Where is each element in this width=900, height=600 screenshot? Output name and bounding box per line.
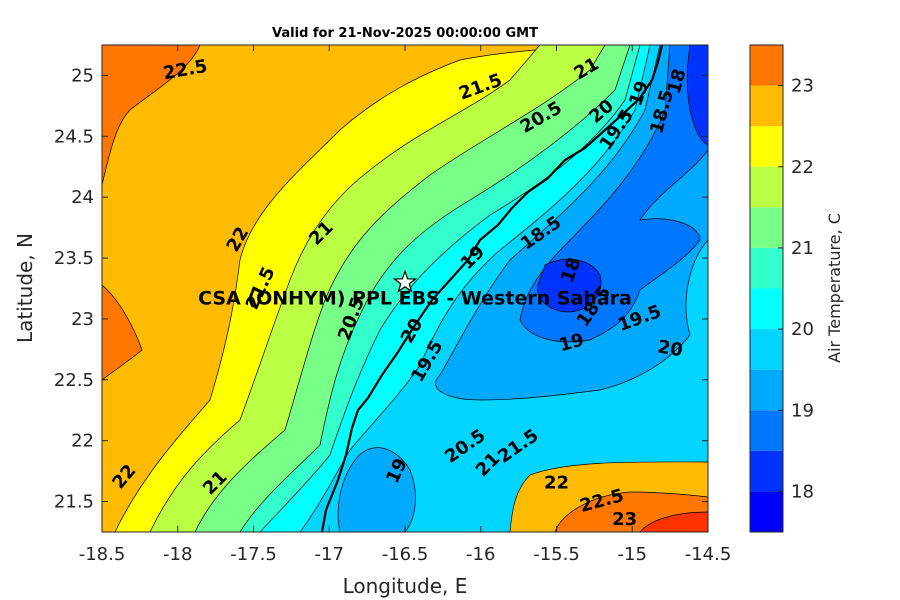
colorbar-swatch: [750, 369, 783, 411]
colorbar-frame: [749, 44, 784, 533]
y-tick-label: 23.5: [54, 248, 94, 269]
x-axis-label: Longitude, E: [343, 574, 468, 598]
colorbar-swatch: [750, 247, 783, 289]
colorbar-swatch: [750, 126, 783, 167]
colorbar-swatch: [750, 410, 783, 451]
colorbar-tick-label: 19: [791, 400, 814, 421]
contour-label: 22: [544, 472, 569, 493]
x-tick-label: -15.5: [533, 544, 580, 565]
y-tick-label: 21.5: [54, 492, 94, 513]
x-tick-label: -18.5: [79, 544, 126, 565]
x-tick-label: -16: [466, 544, 495, 565]
chart-title: Valid for 21-Nov-2025 00:00:00 GMT: [272, 26, 538, 41]
x-tick-label: -16.5: [382, 544, 429, 565]
site-label: CSA (ONHYM) PPL EBS - Western Sahara: [198, 287, 632, 309]
x-tick-label: -15: [618, 544, 647, 565]
x-tick-label: -17.5: [230, 544, 277, 565]
y-tick-label: 25: [71, 65, 94, 86]
x-axis: -18.5 -18 -17.5 -17 -16.5 -16 -15.5 -15 -14.5: [79, 45, 732, 565]
y-axis-label: Latitude, N: [13, 233, 37, 343]
contour-label: 20: [656, 336, 684, 361]
y-tick-label: 24: [71, 187, 94, 208]
y-tick-label: 24.5: [54, 126, 94, 147]
y-tick-label: 23: [71, 309, 94, 330]
contour-label: 23: [612, 509, 637, 530]
temperature-contour-map: [102, 45, 708, 532]
site-marker: CSA (ONHYM) PPL EBS - Western Sahara: [198, 269, 632, 309]
band-22-5-west: [102, 284, 143, 381]
y-axis: 21.5 22 22.5 23 23.5 24 24.5 25: [54, 65, 708, 513]
x-tick-label: -17: [315, 544, 344, 565]
x-tick-label: -18: [163, 544, 192, 565]
band-22-5-north: [102, 45, 201, 186]
coastline: [320, 45, 664, 532]
colorbar-swatch: [750, 288, 783, 330]
y-tick-label: 22: [71, 431, 94, 452]
colorbar-tick-label: 20: [791, 319, 814, 340]
y-tick-label: 22.5: [54, 370, 94, 391]
colorbar: 18 19 20 21 22 23: [749, 44, 814, 533]
colorbar-tick-label: 22: [791, 157, 814, 178]
colorbar-label: Air Temperature, C: [825, 213, 844, 363]
site-star-icon: [392, 269, 418, 293]
colorbar-tick-label: 21: [791, 238, 814, 259]
colorbar-swatch: [750, 45, 783, 86]
colorbar-swatch: [750, 450, 783, 492]
band-18-5-south: [337, 447, 416, 532]
colorbar-swatch: [750, 491, 783, 532]
colorbar-swatch: [750, 207, 783, 248]
band-17-5: [686, 45, 708, 146]
band-17-5-center: [537, 259, 602, 313]
band-18-5: [435, 45, 708, 401]
x-tick-label: -14.5: [685, 544, 732, 565]
colorbar-tick-label: 23: [791, 76, 814, 97]
colorbar-tick-label: 18: [791, 481, 814, 502]
colorbar-swatch: [750, 85, 783, 127]
colorbar-swatch: [750, 329, 783, 370]
colorbar-swatch: [750, 166, 783, 208]
